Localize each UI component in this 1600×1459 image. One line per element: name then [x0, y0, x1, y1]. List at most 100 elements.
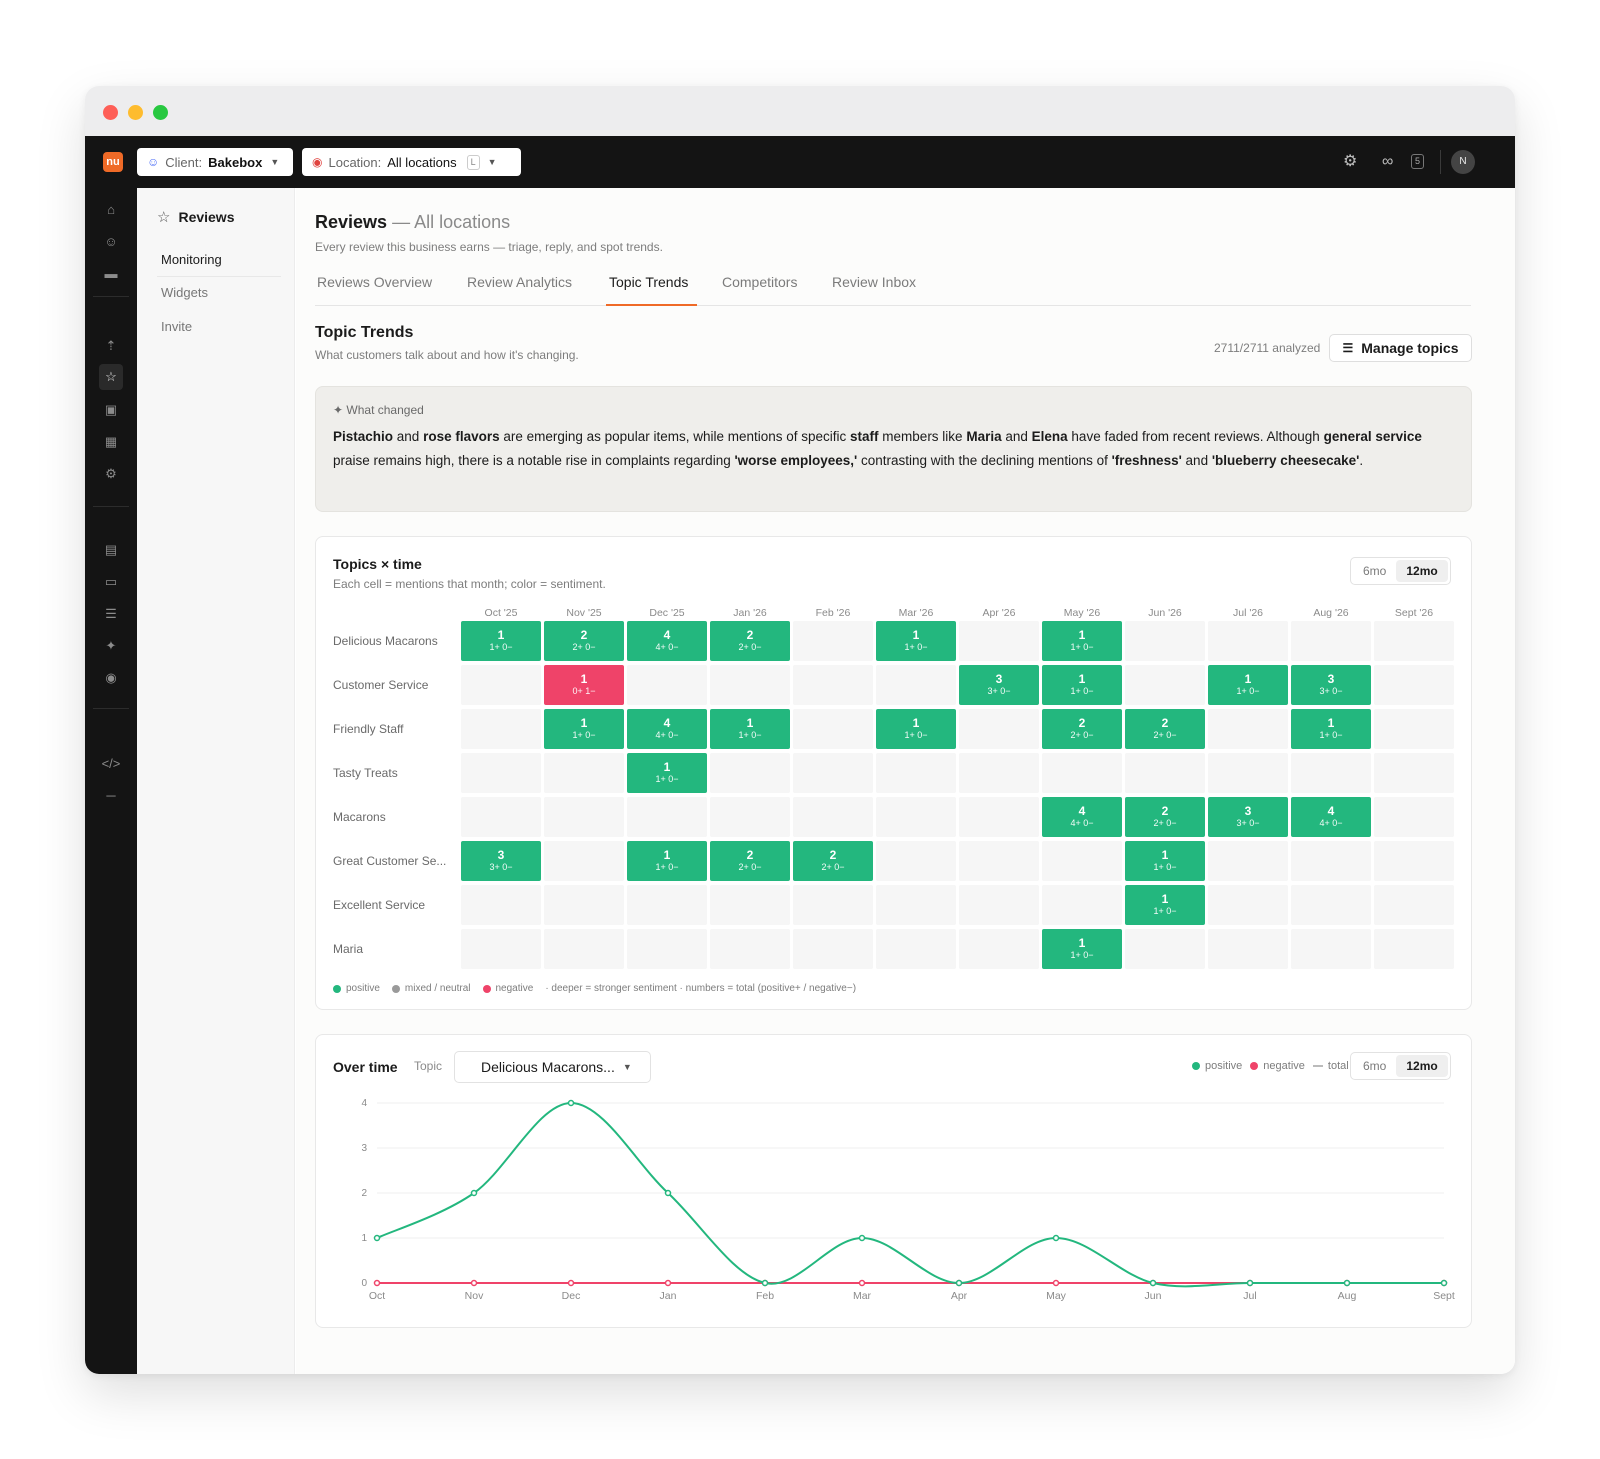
reviews-star-icon[interactable]: ☆	[99, 364, 123, 390]
sliders-icon: ☰	[1342, 341, 1354, 355]
cell-total: 2	[746, 848, 754, 862]
range-12mo-button[interactable]: 12mo	[1396, 560, 1448, 582]
plug-icon[interactable]: ◉	[105, 670, 117, 685]
home-icon[interactable]: ⌂	[107, 202, 115, 217]
heatmap-cell	[461, 929, 541, 969]
heatmap-cell[interactable]: 1 1+ 0−	[1042, 665, 1122, 705]
heatmap-cell	[1042, 841, 1122, 881]
positive-data-point	[1343, 1279, 1351, 1287]
subnav-item-monitoring[interactable]: Monitoring	[161, 252, 222, 267]
calendar-icon[interactable]: ▤	[104, 542, 118, 557]
heatmap-cell[interactable]: 1 1+ 0−	[1042, 929, 1122, 969]
heatmap-cell	[876, 753, 956, 793]
heatmap-cell[interactable]: 2 2+ 0−	[1125, 797, 1205, 837]
heatmap-cell[interactable]: 4 4+ 0−	[1291, 797, 1371, 837]
heatmap-range-toggle: 6mo 12mo	[1350, 557, 1451, 585]
heatmap-cell[interactable]: 1 1+ 0−	[876, 709, 956, 749]
heatmap-legend: positive mixed / neutral negative · deep…	[333, 983, 856, 994]
heatmap-cell[interactable]: 1 1+ 0−	[1291, 709, 1371, 749]
what-changed-summary: Pistachio and rose flavors are emerging …	[333, 425, 1433, 473]
heatmap-cell[interactable]: 4 4+ 0−	[1042, 797, 1122, 837]
client-selector[interactable]: ☺ Client: Bakebox ▼	[137, 148, 293, 176]
app-logo[interactable]: nu	[103, 152, 123, 172]
heatmap-cell[interactable]: 1 1+ 0−	[461, 621, 541, 661]
cards-icon[interactable]: ▣	[104, 402, 118, 417]
tab-competitors[interactable]: Competitors	[722, 274, 798, 290]
topic-select[interactable]: Delicious Macarons... ▼	[454, 1051, 651, 1083]
infinity-icon[interactable]: ∞	[1382, 153, 1394, 170]
tab-reviews-overview[interactable]: Reviews Overview	[317, 274, 433, 290]
close-window-button[interactable]	[103, 105, 118, 120]
tab-review-inbox[interactable]: Review Inbox	[832, 274, 917, 290]
topic-row-label: Friendly Staff	[333, 722, 404, 736]
heatmap-cell[interactable]: 3 3+ 0−	[959, 665, 1039, 705]
heatmap-cell[interactable]: 1 1+ 0−	[544, 709, 624, 749]
sparkle-icon[interactable]: ✦	[105, 638, 117, 653]
heatmap-cell	[1374, 665, 1454, 705]
heatmap-cell	[959, 841, 1039, 881]
heatmap-cell[interactable]: 3 3+ 0−	[461, 841, 541, 881]
positive-data-point	[470, 1189, 478, 1197]
settings-gear-icon[interactable]: ⚙	[1343, 153, 1358, 170]
manage-topics-button[interactable]: ☰ Manage topics	[1329, 334, 1472, 362]
heatmap-cell	[710, 797, 790, 837]
heatmap-cell[interactable]: 3 3+ 0−	[1291, 665, 1371, 705]
inbox-icon[interactable]: ▭	[104, 574, 118, 589]
list-icon[interactable]: ☰	[105, 606, 117, 621]
section-title: Topic Trends	[315, 324, 414, 341]
heatmap-cell[interactable]: 1 1+ 0−	[876, 621, 956, 661]
upload-icon[interactable]: ⇡	[105, 338, 117, 353]
heatmap-cell[interactable]: 1 1+ 0−	[1125, 885, 1205, 925]
heatmap-cell[interactable]: 4 4+ 0−	[627, 621, 707, 661]
building-icon[interactable]: ▦	[104, 434, 118, 449]
heatmap-cell[interactable]: 1 1+ 0−	[1208, 665, 1288, 705]
heatmap-cell[interactable]: 4 4+ 0−	[627, 709, 707, 749]
range-12mo-button[interactable]: 12mo	[1396, 1055, 1448, 1077]
heatmap-cell[interactable]: 1 1+ 0−	[1042, 621, 1122, 661]
heatmap-cell[interactable]: 1 1+ 0−	[627, 753, 707, 793]
cog-icon[interactable]: ⚙	[105, 466, 117, 481]
heatmap-cell[interactable]: 1 0+ 1−	[544, 665, 624, 705]
cell-breakdown: 1+ 0−	[1070, 686, 1094, 696]
heatmap-cell	[1291, 621, 1371, 661]
users-icon: ☺	[147, 155, 160, 169]
cell-total: 2	[580, 628, 588, 642]
heatmap-cell[interactable]: 2 2+ 0−	[544, 621, 624, 661]
heatmap-cell[interactable]: 2 2+ 0−	[710, 841, 790, 881]
tab-topic-trends[interactable]: Topic Trends	[609, 274, 689, 290]
range-6mo-button[interactable]: 6mo	[1363, 1059, 1387, 1073]
range-6mo-button[interactable]: 6mo	[1363, 564, 1387, 578]
tab-review-analytics[interactable]: Review Analytics	[467, 274, 573, 290]
user-avatar[interactable]: N	[1451, 150, 1475, 174]
heatmap-cell	[793, 797, 873, 837]
cell-breakdown: 1+ 0−	[655, 862, 679, 872]
minimize-window-button[interactable]	[128, 105, 143, 120]
cell-total: 3	[995, 672, 1003, 686]
topic-row-label: Customer Service	[333, 678, 429, 692]
month-column-header: Dec '25	[649, 607, 685, 619]
heatmap-cell	[1125, 621, 1205, 661]
maximize-window-button[interactable]	[153, 105, 168, 120]
location-selector[interactable]: ◉ Location: All locations L ▼	[302, 148, 521, 176]
heatmap-cell	[876, 885, 956, 925]
subnav-item-invite[interactable]: Invite	[161, 319, 193, 334]
subnav-item-widgets[interactable]: Widgets	[161, 285, 208, 300]
heatmap-cell[interactable]: 2 2+ 0−	[710, 621, 790, 661]
heatmap-cell[interactable]: 1 1+ 0−	[710, 709, 790, 749]
heatmap-cell	[959, 929, 1039, 969]
topic-select-value: Delicious Macarons...	[481, 1059, 615, 1075]
heatmap-cell[interactable]: 2 2+ 0−	[793, 841, 873, 881]
heatmap-cell[interactable]: 1 1+ 0−	[627, 841, 707, 881]
heatmap-cell[interactable]: 1 1+ 0−	[1125, 841, 1205, 881]
heatmap-cell[interactable]: 2 2+ 0−	[1042, 709, 1122, 749]
heatmap-cell[interactable]: 2 2+ 0−	[1125, 709, 1205, 749]
folder-icon[interactable]: ▬	[104, 266, 118, 281]
toggle-icon[interactable]: ─	[106, 788, 116, 803]
x-tick-label: Feb	[756, 1290, 774, 1302]
team-icon[interactable]: ☺	[104, 234, 118, 249]
heatmap-cell[interactable]: 3 3+ 0−	[1208, 797, 1288, 837]
cell-breakdown: 4+ 0−	[655, 730, 679, 740]
heatmap-cell	[627, 665, 707, 705]
cell-total: 1	[912, 716, 920, 730]
code-icon[interactable]: </>	[101, 756, 121, 771]
